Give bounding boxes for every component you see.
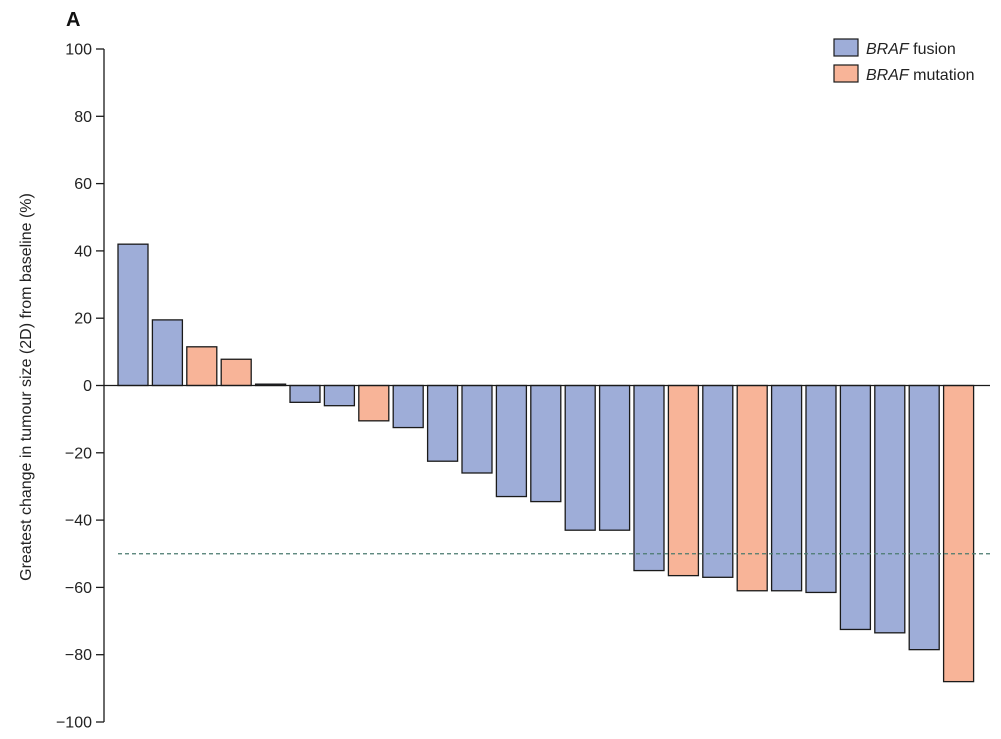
bar-fusion bbox=[289, 384, 321, 403]
bar-mutation bbox=[736, 384, 768, 592]
legend-swatch-mutation bbox=[833, 64, 859, 83]
bar-mutation bbox=[942, 384, 975, 683]
legend-label-mutation: BRAF mutation bbox=[866, 67, 974, 84]
bar-fusion bbox=[702, 384, 734, 578]
y-tick-label: 40 bbox=[74, 243, 92, 260]
bar-mutation bbox=[358, 384, 390, 422]
bar-fusion bbox=[117, 243, 149, 387]
y-tick-label: 20 bbox=[74, 311, 92, 328]
bar-fusion bbox=[323, 384, 356, 407]
legend-entry-fusion: BRAF fusion bbox=[833, 38, 956, 58]
y-tick-label: −100 bbox=[56, 715, 92, 732]
y-tick-label: 100 bbox=[65, 42, 92, 59]
bar-fusion bbox=[151, 319, 184, 387]
y-axis-title: Greatest change in tumour size (2D) from… bbox=[18, 193, 35, 581]
y-tick-label: −20 bbox=[65, 445, 92, 462]
y-tick-label: 0 bbox=[83, 378, 92, 395]
bar-fusion bbox=[392, 384, 424, 429]
bar-fusion bbox=[530, 384, 562, 503]
bar-fusion bbox=[426, 384, 459, 462]
y-tick-label: 60 bbox=[74, 176, 92, 193]
bar-fusion bbox=[564, 384, 596, 531]
bar-fusion bbox=[839, 384, 872, 631]
bar-fusion bbox=[598, 384, 631, 531]
bar-fusion bbox=[461, 384, 493, 474]
legend-entry-mutation: BRAF mutation bbox=[833, 64, 974, 84]
bar-fusion bbox=[633, 384, 665, 572]
y-axis-ticks: 100 80 60 40 20 0 −20 −40 −60 −80 −100 bbox=[56, 42, 104, 732]
y-tick-label: 80 bbox=[74, 109, 92, 126]
y-tick-label: −40 bbox=[65, 513, 92, 530]
bar-mutation bbox=[667, 384, 700, 577]
legend-label-fusion: BRAF fusion bbox=[866, 41, 956, 58]
legend: BRAF fusion BRAF mutation bbox=[833, 38, 974, 84]
panel-label: A bbox=[66, 9, 80, 31]
legend-swatch-fusion bbox=[833, 38, 859, 57]
bar-fusion bbox=[495, 384, 528, 498]
bar-mutation bbox=[186, 346, 218, 387]
bar-fusion bbox=[908, 384, 940, 651]
bars bbox=[117, 243, 975, 683]
legend-type-fusion: fusion bbox=[909, 41, 956, 58]
legend-gene-mutation: BRAF bbox=[866, 67, 910, 84]
y-tick-label: −80 bbox=[65, 647, 92, 664]
legend-type-mutation: mutation bbox=[909, 67, 975, 84]
bar-fusion bbox=[770, 384, 803, 592]
bar-fusion bbox=[874, 384, 906, 634]
y-tick-label: −60 bbox=[65, 580, 92, 597]
bar-mutation bbox=[220, 358, 252, 387]
legend-gene-fusion: BRAF bbox=[866, 41, 910, 58]
bar-fusion bbox=[805, 384, 837, 594]
